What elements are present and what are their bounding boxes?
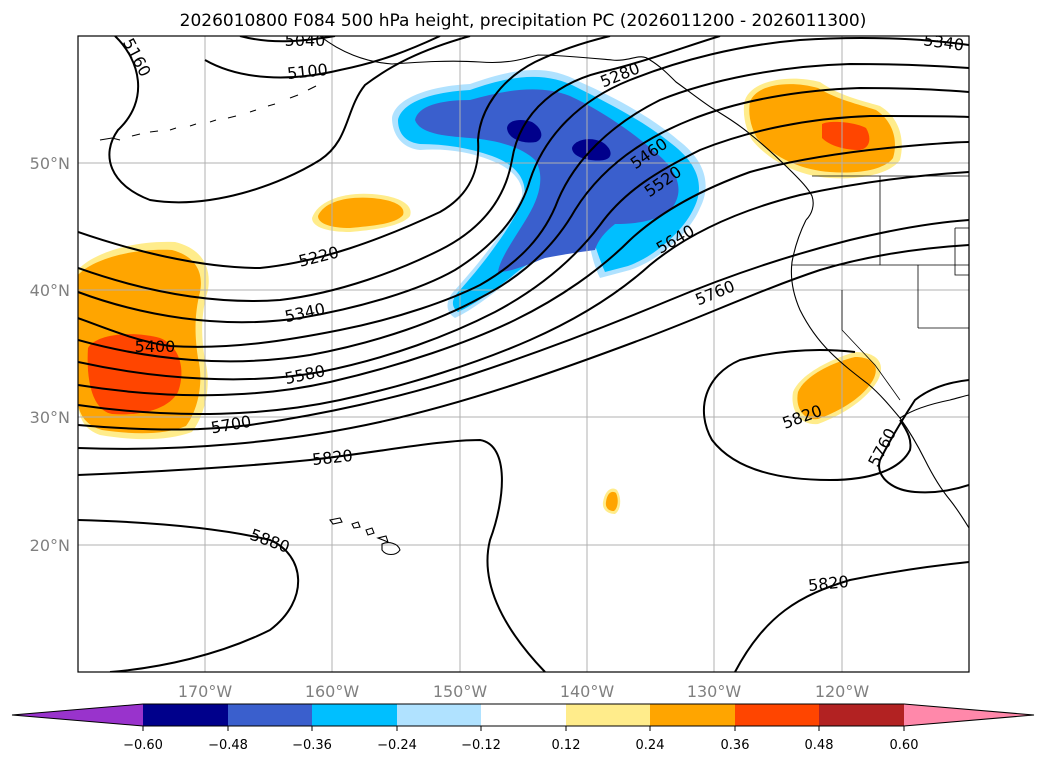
colorbar-tick-label: −0.48 bbox=[208, 738, 248, 753]
colorbar-bin-8 bbox=[735, 704, 819, 726]
contour-5280 bbox=[78, 36, 721, 302]
colorbar-bin-5 bbox=[481, 704, 566, 726]
neg-dark-shading-1 bbox=[507, 120, 542, 143]
contour-5040 bbox=[239, 36, 336, 43]
colorbar-tick-label: 0.60 bbox=[890, 738, 919, 753]
colorbar-tick-label: −0.36 bbox=[292, 738, 332, 753]
lat-label-40n: 40°N bbox=[30, 281, 70, 300]
coastlines bbox=[99, 36, 969, 556]
contour-5160 bbox=[108, 36, 471, 204]
contour-5340 bbox=[78, 36, 969, 324]
colorbar-ticks bbox=[142, 726, 905, 731]
colorbar-extend-high bbox=[904, 704, 1034, 726]
gridlines bbox=[78, 36, 969, 672]
map-area: 5040 5100 5160 5220 5280 5340 5340 5400 … bbox=[78, 30, 969, 672]
contour-label-5820-main: 5820 bbox=[311, 446, 353, 469]
map-frame bbox=[77, 35, 970, 673]
pos-mid-small bbox=[605, 491, 618, 511]
contour-5760-main bbox=[78, 244, 969, 450]
colorbar-bin-2 bbox=[228, 704, 312, 726]
negative-anomaly-region bbox=[392, 69, 706, 318]
colorbar-bin-1 bbox=[143, 704, 228, 726]
lat-label-30n: 30°N bbox=[30, 408, 70, 427]
alaska-coast bbox=[319, 36, 751, 135]
pacific-nw-coast bbox=[790, 219, 969, 529]
colorbar-bin-4 bbox=[397, 704, 481, 726]
contour-5460 bbox=[78, 86, 969, 363]
lat-label-20n: 20°N bbox=[30, 536, 70, 555]
contour-5700 bbox=[78, 219, 969, 431]
colorbar-bin-9 bbox=[819, 704, 904, 726]
contour-5820-south bbox=[734, 561, 969, 672]
colorbar-extend-low bbox=[12, 704, 143, 726]
political-borders bbox=[792, 175, 969, 401]
pos-mid-california bbox=[797, 357, 876, 420]
longitude-labels: 170°W 160°W 150°W 140°W 130°W 120°W bbox=[178, 682, 870, 701]
colorbar-tick-label: 0.48 bbox=[805, 738, 834, 753]
contour-5640 bbox=[78, 171, 969, 416]
pos-mid-mid bbox=[318, 197, 404, 228]
lon-label-120w: 120°W bbox=[815, 682, 870, 701]
colorbar-bin-7 bbox=[650, 704, 735, 726]
contour-5760-loop bbox=[878, 379, 969, 494]
neg-mid-shading bbox=[415, 89, 679, 272]
latitude-labels: 50°N 40°N 30°N 20°N bbox=[30, 154, 70, 555]
baja-coast bbox=[899, 394, 969, 419]
lon-label-170w: 170°W bbox=[178, 682, 233, 701]
pos-strong-northeast bbox=[822, 121, 870, 150]
colorbar-bin-3 bbox=[312, 704, 397, 726]
lon-label-150w: 150°W bbox=[433, 682, 488, 701]
contour-label-5340-east: 5340 bbox=[922, 30, 965, 54]
colorbar: −0.60 −0.48 −0.36 −0.24 −0.12 0.12 0.24 … bbox=[11, 703, 1035, 753]
lon-label-160w: 160°W bbox=[305, 682, 360, 701]
contour-label-5100: 5100 bbox=[286, 60, 328, 83]
contour-5400 bbox=[78, 62, 969, 348]
plot-title: 2026010800 F084 500 hPa height, precipit… bbox=[180, 11, 867, 31]
bc-coast bbox=[749, 133, 814, 221]
contour-5520 bbox=[78, 114, 969, 381]
hawaii-islands bbox=[329, 517, 401, 556]
contour-5820-main bbox=[78, 438, 546, 672]
contour-5820-loop bbox=[703, 349, 912, 482]
contour-5100 bbox=[204, 36, 441, 79]
lat-label-50n: 50°N bbox=[30, 154, 70, 173]
colorbar-tick-label: −0.24 bbox=[377, 738, 417, 753]
colorbar-tick-label: −0.60 bbox=[123, 738, 163, 753]
colorbar-tick-label: −0.12 bbox=[461, 738, 501, 753]
contour-5580 bbox=[78, 141, 969, 397]
aleutian-chain bbox=[99, 85, 317, 141]
contour-label-5400: 5400 bbox=[135, 337, 176, 356]
lon-label-130w: 130°W bbox=[687, 682, 742, 701]
colorbar-tick-label: 0.36 bbox=[721, 738, 750, 753]
colorbar-tick-label: 0.12 bbox=[552, 738, 581, 753]
contour-5880 bbox=[78, 519, 300, 672]
colorbar-bin-6 bbox=[566, 704, 650, 726]
colorbar-tick-label: 0.24 bbox=[636, 738, 665, 753]
contour-label-5040: 5040 bbox=[285, 31, 326, 50]
height-contours bbox=[78, 36, 969, 672]
contour-5220 bbox=[78, 36, 611, 270]
contour-label-5820-south: 5820 bbox=[807, 572, 849, 595]
lon-label-140w: 140°W bbox=[560, 682, 615, 701]
